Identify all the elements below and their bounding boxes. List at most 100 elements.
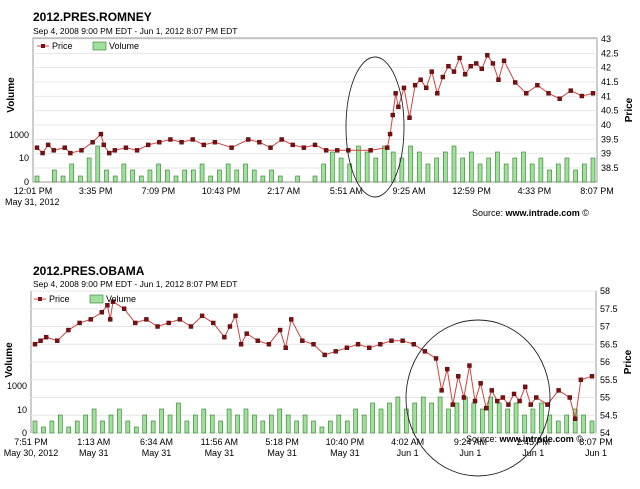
chart-title: 2012.PRES.OBAMA — [33, 264, 145, 278]
volume-bar — [91, 408, 97, 434]
price-marker — [88, 317, 93, 322]
volume-bar — [555, 163, 561, 183]
x-date-label: Jun 1 — [522, 448, 544, 458]
price-tick-label: 40 — [601, 120, 611, 130]
legend-volume-label: Volume — [109, 41, 139, 51]
price-tick-label: 42 — [601, 63, 611, 73]
price-marker — [578, 377, 584, 382]
volume-bar — [522, 414, 527, 434]
volume-bar — [302, 414, 308, 434]
price-marker — [201, 142, 207, 148]
romney-chart-svg: 43 42.5 42 41.5 41 40.5 40 39.5 39 38.5 1000 10 0 Vol… — [5, 34, 635, 207]
price-marker — [474, 61, 479, 66]
volume-bar — [86, 157, 92, 183]
volume-bar — [311, 420, 316, 434]
price-marker — [157, 139, 162, 145]
volume-bar — [184, 420, 190, 434]
price-marker — [495, 398, 500, 404]
price-marker — [144, 317, 149, 322]
price-marker — [556, 388, 561, 393]
price-marker — [506, 402, 511, 407]
volume-bar — [378, 408, 384, 434]
source-credit: Source: www.intrade.com © — [466, 434, 583, 444]
volume-bar — [294, 420, 299, 434]
volume-bar — [336, 414, 342, 434]
price-marker — [344, 345, 350, 351]
volume-bar — [138, 175, 144, 183]
volume-bar — [226, 408, 232, 434]
price-marker — [177, 317, 183, 322]
volume-bar — [344, 420, 350, 434]
volume-bar — [234, 169, 240, 183]
volume-bar — [191, 169, 196, 183]
volume-bar — [581, 414, 586, 434]
price-tick-label: 39 — [601, 149, 611, 159]
volume-bar — [404, 408, 409, 434]
volume-bar — [312, 175, 318, 183]
price-marker — [589, 373, 595, 379]
price-marker — [412, 82, 418, 88]
volume-bar — [83, 414, 88, 434]
legend-price-marker — [41, 44, 45, 48]
volume-bar — [463, 396, 468, 434]
x-date-label: May 31 — [330, 448, 360, 458]
price-tick-label: 56.5 — [600, 339, 618, 349]
price-marker — [411, 342, 416, 347]
x-tick-label: 5:18 PM — [265, 437, 299, 447]
price-marker — [393, 91, 398, 96]
volume-bar — [165, 169, 170, 183]
price-marker — [400, 338, 405, 343]
intrade-link[interactable]: www.intrade.com — [499, 434, 574, 444]
price-marker — [45, 142, 51, 148]
x-tick-label: 2:45 PM — [516, 437, 550, 447]
price-marker — [367, 345, 372, 351]
volume-bar — [382, 145, 387, 183]
price-marker — [579, 93, 585, 99]
price-marker — [451, 69, 457, 74]
price-marker — [457, 55, 462, 61]
price-tick-label: 55.5 — [600, 375, 618, 385]
price-tick-label: 57 — [600, 322, 610, 332]
volume-bar — [321, 163, 326, 183]
price-marker — [283, 345, 288, 351]
x-date-label: Jun 1 — [585, 448, 607, 458]
price-marker — [246, 137, 251, 142]
price-marker — [134, 148, 140, 153]
price-marker — [166, 320, 171, 326]
volume-bar — [564, 414, 569, 434]
volume-bar — [34, 175, 40, 183]
price-marker — [524, 91, 529, 96]
price-axis-title: Price — [623, 349, 634, 374]
source-credit: Source: www.intrade.com © — [472, 208, 589, 218]
price-marker — [333, 349, 338, 354]
x-tick-label: 4:33 PM — [518, 186, 552, 196]
volume-bar — [555, 420, 561, 434]
obama-chart-panel: 2012.PRES.OBAMA Sep 4, 2008 9:00 PM EDT … — [0, 262, 640, 489]
price-marker — [107, 150, 112, 156]
intrade-link[interactable]: www.intrade.com — [505, 208, 580, 218]
price-marker — [211, 320, 216, 326]
volume-bar — [364, 151, 370, 183]
price-tick-label: 38.5 — [601, 163, 619, 173]
volume-bar — [199, 163, 205, 183]
price-marker — [467, 363, 472, 368]
price-marker — [440, 74, 446, 80]
price-marker — [43, 334, 49, 340]
price-marker — [522, 384, 528, 390]
volume-bar — [412, 402, 418, 434]
volume-tick-label: 1000 — [9, 130, 29, 140]
price-marker — [289, 317, 294, 322]
x-date-label: Jun 1 — [397, 448, 419, 458]
price-marker — [110, 299, 116, 304]
price-marker — [98, 131, 104, 137]
volume-bar — [429, 402, 434, 434]
volume-bar — [330, 151, 335, 183]
volume-bar — [495, 151, 500, 183]
volume-bar — [217, 169, 222, 183]
volume-bar — [512, 157, 518, 183]
volume-bar — [420, 396, 426, 434]
volume-axis-title: Volume — [4, 342, 15, 378]
volume-bar — [100, 420, 105, 434]
x-date-label: May 31 — [205, 448, 235, 458]
price-marker — [112, 148, 118, 153]
